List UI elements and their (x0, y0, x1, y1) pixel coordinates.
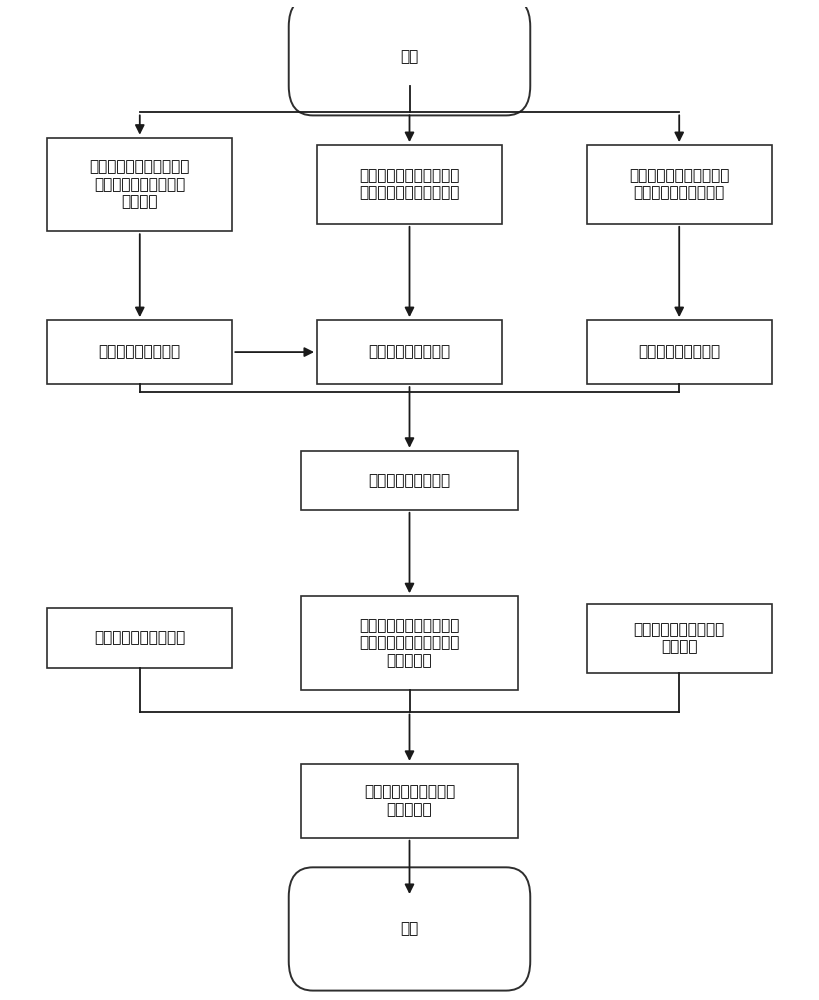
Text: 预测充电站综合状态: 预测充电站综合状态 (369, 473, 450, 488)
Text: 预测充电站闲置状态: 预测充电站闲置状态 (369, 345, 450, 360)
Text: 获取充电站进入车辆数、
电动汽车与充电站距离
实时数据: 获取充电站进入车辆数、 电动汽车与充电站距离 实时数据 (89, 160, 190, 209)
FancyBboxPatch shape (289, 0, 530, 115)
Text: 获取电网负荷实时数据: 获取电网负荷实时数据 (94, 631, 185, 646)
FancyBboxPatch shape (586, 604, 771, 673)
Text: 结束: 结束 (400, 921, 419, 936)
FancyBboxPatch shape (586, 145, 771, 224)
Text: 获取进入充电站的非调度
车辆、闲置状态实时数据: 获取进入充电站的非调度 车辆、闲置状态实时数据 (360, 168, 459, 201)
FancyBboxPatch shape (48, 138, 233, 231)
Text: 预测充电站耦合作用: 预测充电站耦合作用 (99, 345, 181, 360)
FancyBboxPatch shape (301, 451, 518, 510)
FancyBboxPatch shape (301, 764, 518, 838)
Text: 获取电动汽车荷电状态
实时数据: 获取电动汽车荷电状态 实时数据 (634, 622, 725, 654)
FancyBboxPatch shape (48, 608, 233, 668)
Text: 获取充电桩充电进度、充
电桩充电效率实时数据: 获取充电桩充电进度、充 电桩充电效率实时数据 (629, 168, 730, 201)
FancyBboxPatch shape (317, 320, 502, 384)
FancyBboxPatch shape (301, 596, 518, 690)
Text: 开始: 开始 (400, 49, 419, 64)
Text: 求解电动汽车实时调度
多目标模型: 求解电动汽车实时调度 多目标模型 (364, 785, 455, 817)
Text: 建立基于充电站综合状态
预测的电动汽车实时调度
多目标模型: 建立基于充电站综合状态 预测的电动汽车实时调度 多目标模型 (360, 618, 459, 668)
Text: 预测充电站充电进度: 预测充电站充电进度 (638, 345, 720, 360)
FancyBboxPatch shape (48, 320, 233, 384)
FancyBboxPatch shape (586, 320, 771, 384)
FancyBboxPatch shape (289, 867, 530, 991)
FancyBboxPatch shape (317, 145, 502, 224)
